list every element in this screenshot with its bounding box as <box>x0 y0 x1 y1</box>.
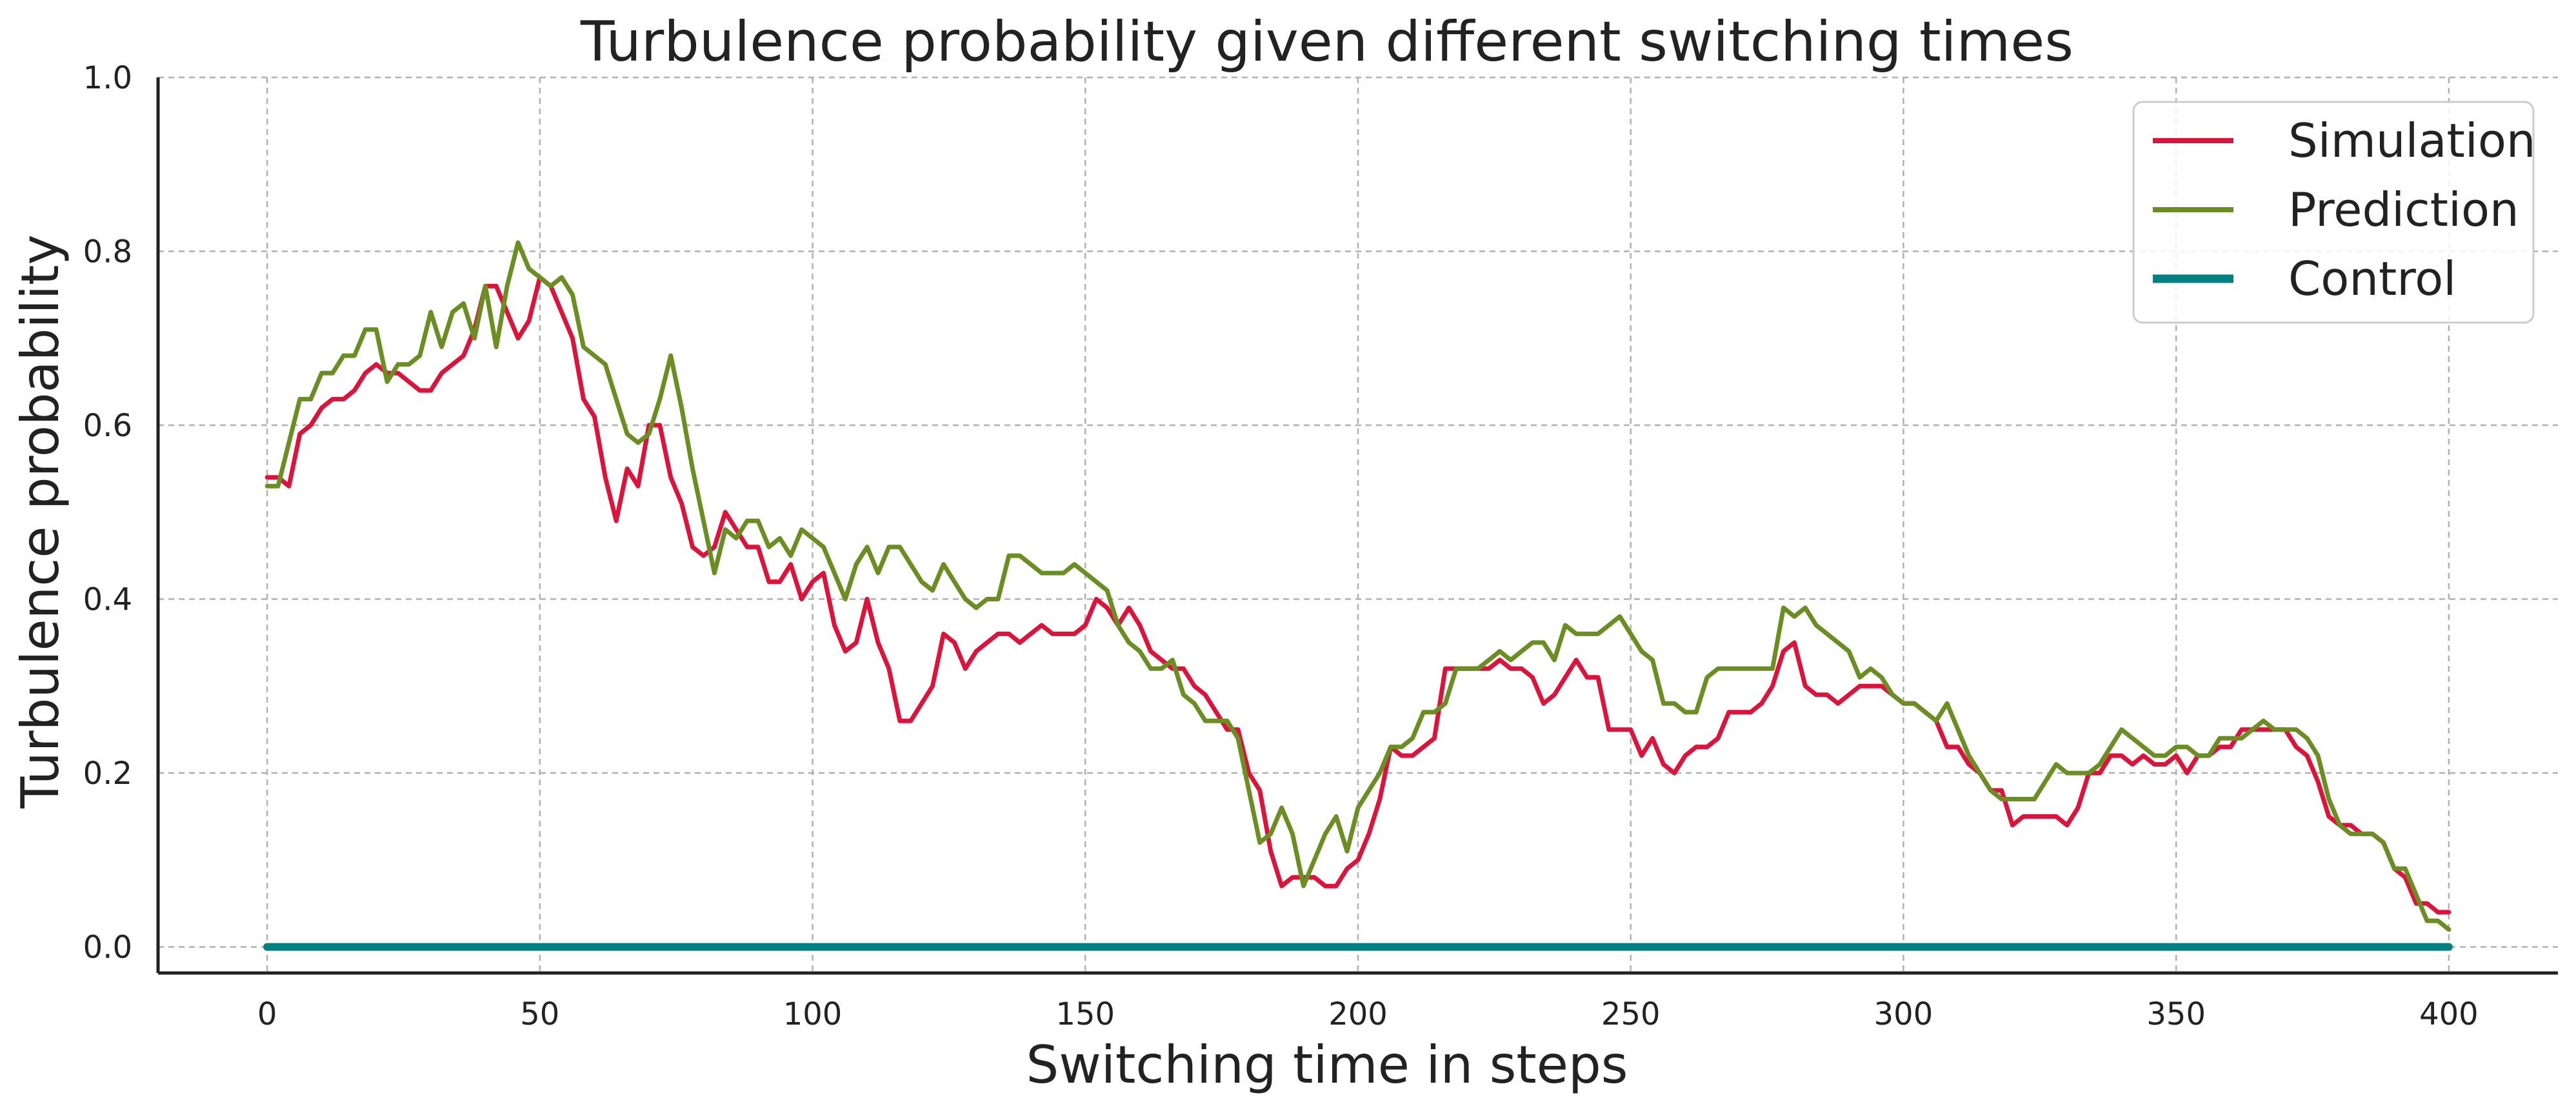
legend: Simulation Prediction Control <box>2132 101 2536 324</box>
axes <box>156 77 2558 975</box>
x-axis-title: Switching time in steps <box>1026 1035 1628 1095</box>
x-tick-label: 250 <box>1601 996 1661 1032</box>
x-tick-label: 400 <box>2419 996 2479 1032</box>
x-tick-label: 150 <box>1055 996 1115 1032</box>
simulation-series-line <box>265 275 2451 915</box>
legend-label-prediction: Prediction <box>2288 183 2519 237</box>
tick-labels: 0 50 100 150 200 250 300 350 400 0.0 0.2 0.4 0.6 0.8 1… <box>83 60 2479 1032</box>
x-tick-label: 0 <box>257 996 277 1032</box>
x-tick-label: 350 <box>2146 996 2206 1032</box>
x-tick-label: 100 <box>783 996 843 1032</box>
x-tick-label: 300 <box>1874 996 1933 1032</box>
legend-label-control: Control <box>2288 252 2456 306</box>
y-tick-label: 0.6 <box>83 408 132 444</box>
legend-box <box>2132 101 2535 324</box>
series-group <box>263 240 2453 951</box>
y-tick-label: 0.8 <box>83 234 132 270</box>
y-tick-label: 0.0 <box>83 930 132 966</box>
x-tick-label: 200 <box>1328 996 1388 1032</box>
chart-title: Turbulence probability given different s… <box>580 10 2073 74</box>
y-tick-label: 1.0 <box>83 60 132 96</box>
x-tick-label: 50 <box>520 996 559 1032</box>
legend-label-simulation: Simulation <box>2288 114 2536 168</box>
y-tick-label: 0.2 <box>83 756 132 792</box>
y-axis-title: Turbulence probability <box>10 234 70 808</box>
y-tick-label: 0.4 <box>83 582 132 618</box>
prediction-series-line <box>265 240 2451 932</box>
